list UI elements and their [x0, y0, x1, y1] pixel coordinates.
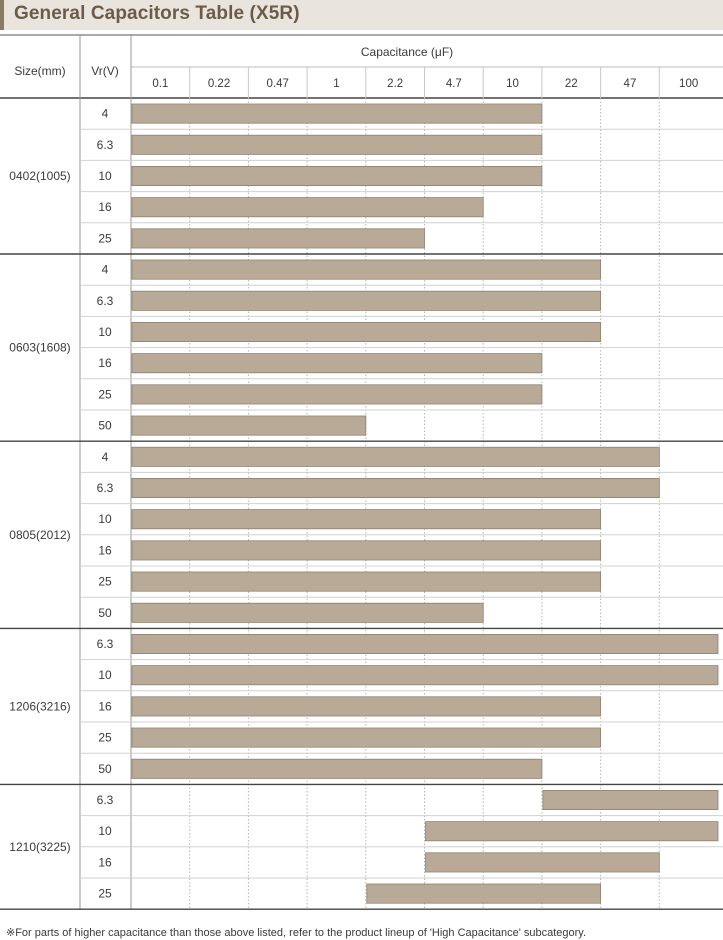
capacitance-bar [425, 852, 660, 873]
size-label: 0805(2012) [9, 528, 70, 542]
vr-label: 25 [98, 887, 112, 901]
size-label: 0402(1005) [9, 169, 70, 183]
vr-label: 6.3 [97, 138, 114, 152]
vr-label: 25 [98, 387, 112, 401]
capacitance-bar [131, 384, 543, 405]
capacitance-bar [542, 790, 719, 811]
capacitance-bar [131, 415, 367, 436]
capacitance-bar [131, 477, 660, 498]
vr-label: 25 [98, 575, 112, 589]
x-tick-label: 100 [679, 78, 698, 90]
capacitance-bar [131, 134, 543, 155]
capacitance-bar [131, 446, 660, 467]
x-tick-label: 22 [565, 78, 578, 90]
x-tick-label: 1 [333, 78, 339, 90]
vr-label: 6.3 [97, 793, 114, 807]
x-tick-label: 4.7 [446, 78, 462, 90]
vr-label: 16 [98, 200, 112, 214]
vr-label: 10 [98, 325, 112, 339]
vr-label: 6.3 [97, 294, 114, 308]
x-tick-label: 0.47 [267, 78, 289, 90]
vr-label: 4 [102, 263, 109, 277]
capacitance-bar [131, 259, 602, 280]
capacitance-bar [131, 321, 602, 342]
capacitance-bar [131, 602, 484, 623]
capacitance-bar [131, 197, 484, 218]
size-label: 0603(1608) [9, 341, 70, 355]
capacitance-bar [131, 571, 602, 592]
capacitance-bar [131, 634, 719, 655]
vr-label: 50 [98, 419, 112, 433]
size-label: 1206(3216) [9, 699, 70, 713]
vr-label: 10 [98, 668, 112, 682]
vr-label: 6.3 [97, 481, 114, 495]
capacitance-bar [131, 290, 602, 311]
vr-label: 50 [98, 762, 112, 776]
vr-label: 50 [98, 606, 112, 620]
vr-label: 16 [98, 699, 112, 713]
vr-header: Vr(V) [91, 64, 119, 78]
capacitance-bar [131, 696, 602, 717]
vr-label: 16 [98, 356, 112, 370]
vr-label: 25 [98, 231, 112, 245]
x-tick-label: 0.22 [208, 78, 230, 90]
capacitance-bar [131, 727, 602, 748]
size-label: 1210(3225) [9, 840, 70, 854]
vr-label: 10 [98, 169, 112, 183]
title-bar: General Capacitors Table (X5R) [0, 0, 723, 30]
capacitance-bar [131, 165, 543, 186]
capacitance-bar [131, 758, 543, 779]
vr-label: 10 [98, 512, 112, 526]
x-axis-label: Capacitance (μF) [361, 45, 453, 59]
capacitor-chart: Size(mm) Vr(V) Capacitance (μF) 0.1 0.22 0.47… [0, 34, 723, 910]
capacitance-bar [366, 883, 601, 904]
capacitance-bar [131, 353, 543, 374]
capacitance-bar [131, 540, 602, 561]
capacitance-bar [131, 103, 543, 124]
capacitance-bar [131, 228, 425, 249]
x-tick-label: 2.2 [387, 78, 403, 90]
x-tick-label: 47 [624, 78, 637, 90]
footnote: ※For parts of higher capacitance than th… [6, 927, 587, 939]
chart-title: General Capacitors Table (X5R) [14, 3, 300, 24]
capacitance-bar [131, 665, 719, 686]
size-header: Size(mm) [14, 64, 65, 78]
vr-label: 16 [98, 855, 112, 869]
vr-label: 6.3 [97, 637, 114, 651]
vr-label: 10 [98, 824, 112, 838]
vr-label: 4 [102, 107, 109, 121]
vr-label: 4 [102, 450, 109, 464]
x-tick-label: 10 [506, 78, 519, 90]
vr-label: 25 [98, 731, 112, 745]
capacitance-bar [425, 821, 719, 842]
vr-label: 16 [98, 543, 112, 557]
capacitance-bar [131, 509, 602, 530]
x-tick-label: 0.1 [152, 78, 168, 90]
